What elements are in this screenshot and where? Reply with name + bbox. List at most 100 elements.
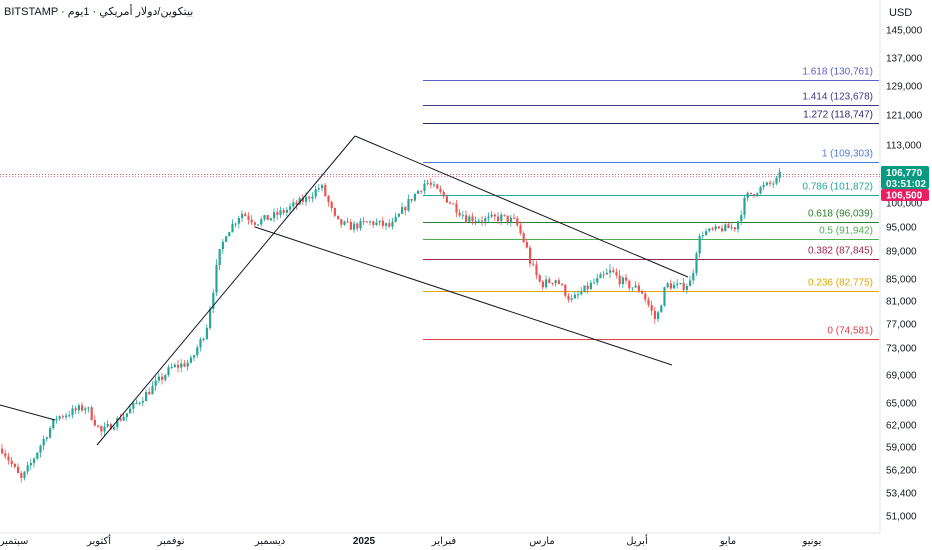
candle [337, 215, 340, 220]
x-tick-label: أكتوبر [86, 534, 111, 547]
candle [311, 192, 314, 203]
fib-level-label: 0.236 (82,775) [808, 278, 873, 289]
candle [231, 219, 234, 233]
candle [369, 220, 372, 226]
candle [106, 420, 109, 428]
candle [551, 282, 554, 286]
candle [737, 220, 740, 233]
x-tick-label: أبريل [626, 534, 648, 547]
currency-label[interactable]: USD [889, 7, 913, 19]
candle [321, 183, 324, 192]
candle [157, 372, 160, 383]
candle [372, 220, 375, 228]
lower-left-trendline [0, 404, 56, 421]
candle [359, 218, 362, 231]
x-tick-label: سبتمبر [0, 536, 28, 547]
candle [301, 194, 304, 206]
candle [58, 415, 61, 421]
candle [705, 228, 708, 236]
candle [340, 219, 343, 229]
candle [404, 205, 407, 216]
candle [257, 224, 260, 227]
candle [644, 291, 647, 303]
candle [487, 212, 490, 222]
candle [52, 418, 55, 430]
candle [721, 224, 724, 233]
candle [618, 270, 621, 288]
candle [151, 381, 154, 395]
candle [266, 215, 269, 221]
y-tick-label: 56,200 [886, 466, 917, 477]
candle [77, 403, 80, 414]
candle [13, 462, 16, 469]
candle [493, 213, 496, 221]
candle [733, 227, 736, 232]
x-tick-label: 2025 [353, 536, 376, 547]
candle [36, 451, 39, 461]
candles [1, 167, 781, 483]
y-tick-label: 145,000 [886, 26, 923, 37]
candle [717, 225, 720, 229]
candle [439, 185, 442, 195]
candle [548, 276, 551, 284]
y-tick-label: 77,000 [886, 320, 917, 331]
y-tick-label: 51,000 [886, 512, 917, 523]
candle [237, 215, 240, 229]
y-tick-label: 113,000 [886, 141, 922, 152]
descending-channel-upper [354, 135, 689, 278]
y-tick-label: 65,000 [886, 399, 917, 410]
candle [484, 215, 487, 226]
candle [20, 470, 23, 483]
fib-level-label: 0 (74,581) [827, 326, 873, 337]
candle [765, 181, 768, 187]
candle [756, 192, 759, 198]
candle [362, 217, 365, 226]
candle [452, 202, 455, 205]
candle [97, 424, 100, 429]
candle [557, 277, 560, 285]
candle [87, 406, 90, 413]
candle [506, 215, 509, 226]
candle [42, 435, 45, 451]
candle [407, 194, 410, 212]
y-tick-label: 95,000 [886, 223, 917, 234]
candle [228, 231, 231, 237]
candle [775, 175, 778, 186]
candle [586, 281, 589, 294]
candle [71, 405, 74, 419]
x-tick-label: مارس [529, 536, 554, 547]
candle [397, 213, 400, 218]
candle [554, 279, 557, 287]
candle [685, 283, 688, 295]
candle [593, 278, 596, 284]
candle [381, 216, 384, 229]
y-tick-label: 59,000 [886, 443, 917, 454]
candle [394, 212, 397, 223]
candle [205, 324, 208, 341]
candle [68, 410, 71, 418]
candle [679, 282, 682, 285]
x-tick-label: يونيو [802, 536, 822, 547]
candle [673, 281, 676, 289]
x-tick-label: ديسمبر [254, 536, 285, 547]
candle [90, 405, 93, 421]
candle [17, 463, 20, 474]
candle [442, 190, 445, 199]
candle [413, 193, 416, 203]
candle [138, 401, 141, 406]
fib-level-label: 1.272 (118,747) [803, 110, 873, 121]
candle [141, 397, 144, 407]
candle [279, 206, 282, 218]
candle [525, 239, 528, 249]
fib-level-label: 0.382 (87,845) [808, 246, 873, 257]
candle [356, 221, 359, 232]
candle [503, 214, 506, 217]
candle [589, 279, 592, 291]
candle [170, 363, 173, 370]
candle [45, 436, 48, 442]
candle [324, 183, 327, 197]
candle [541, 279, 544, 291]
candle [39, 444, 42, 458]
